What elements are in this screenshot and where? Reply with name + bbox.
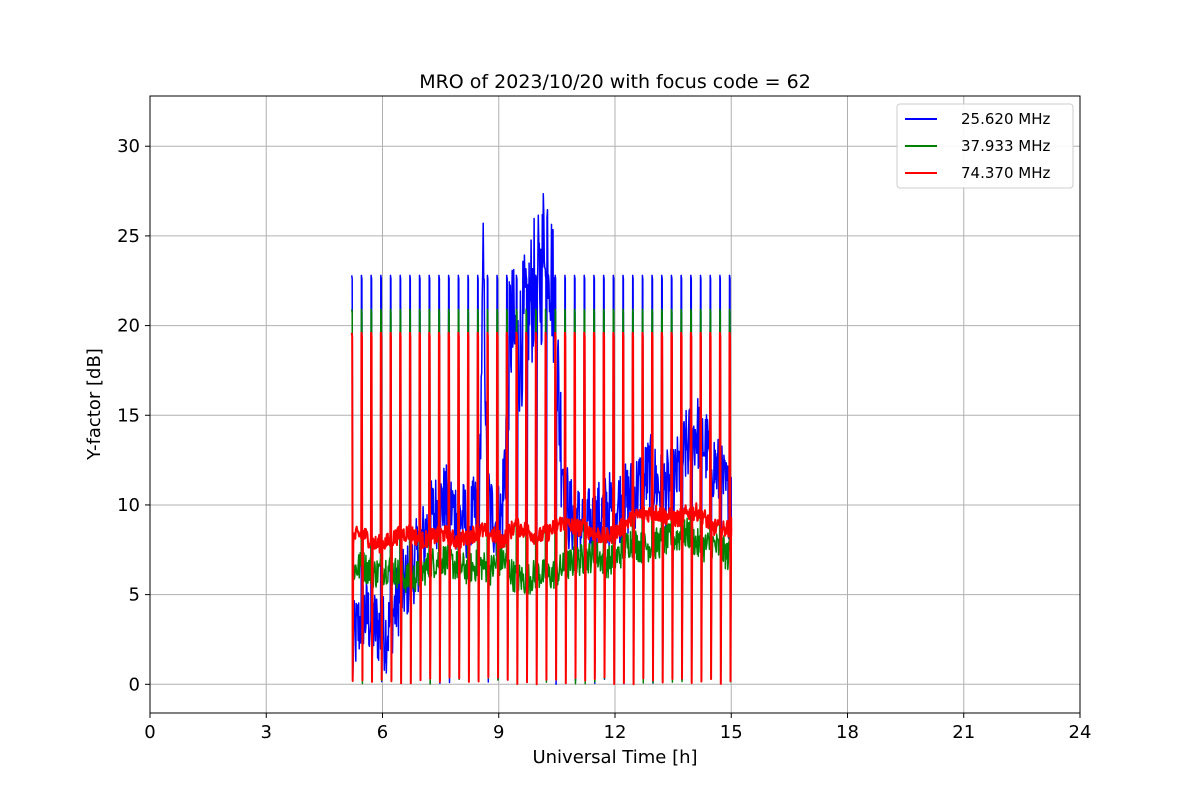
x-axis-label: Universal Time [h] bbox=[532, 747, 697, 768]
series-line-3 bbox=[350, 331, 733, 686]
y-tick-label: 25 bbox=[117, 226, 140, 247]
plot-area bbox=[350, 192, 733, 686]
legend-box bbox=[896, 103, 1074, 189]
x-tick-label: 21 bbox=[952, 722, 975, 743]
x-tick-label: 6 bbox=[377, 722, 388, 743]
legend-label-1: 25.620 MHz bbox=[961, 110, 1050, 128]
ticks: 0 3 6 9 12 15 18 21 24 0 5 10 15 20 25 30 bbox=[117, 136, 1091, 743]
legend: 25.620 MHz 37.933 MHz 74.370 MHz bbox=[896, 103, 1074, 189]
x-tick-label: 3 bbox=[261, 722, 272, 743]
y-tick-label: 15 bbox=[117, 405, 140, 426]
y-tick-label: 5 bbox=[129, 585, 140, 606]
y-tick-label: 0 bbox=[129, 674, 140, 695]
y-axis-label: Y-factor [dB] bbox=[84, 348, 105, 461]
x-tick-label: 18 bbox=[836, 722, 859, 743]
y-tick-label: 20 bbox=[117, 316, 140, 337]
y-tick-label: 30 bbox=[117, 136, 140, 157]
x-tick-label: 12 bbox=[604, 722, 627, 743]
x-tick-label: 15 bbox=[720, 722, 743, 743]
legend-label-3: 74.370 MHz bbox=[961, 164, 1050, 182]
chart-title: MRO of 2023/10/20 with focus code = 62 bbox=[419, 71, 811, 93]
legend-label-2: 37.933 MHz bbox=[961, 137, 1050, 155]
x-tick-label: 0 bbox=[144, 722, 155, 743]
y-tick-label: 10 bbox=[117, 495, 140, 516]
x-tick-label: 9 bbox=[493, 722, 504, 743]
x-tick-label: 24 bbox=[1069, 722, 1092, 743]
series-line-1 bbox=[350, 192, 733, 685]
